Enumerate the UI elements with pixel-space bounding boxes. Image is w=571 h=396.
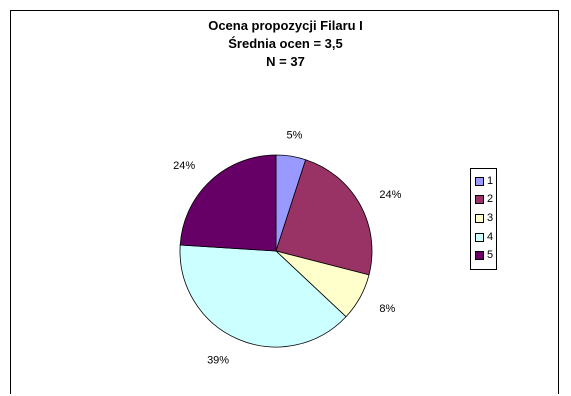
pie-slice-2	[275, 159, 373, 276]
legend-label-3: 3	[487, 211, 494, 224]
chart-title-line-3: N = 37	[266, 54, 305, 69]
pie-slice-5	[179, 154, 277, 252]
chart-title-line-1: Ocena propozycji Filaru I	[208, 18, 363, 33]
legend-label-1: 1	[487, 174, 494, 187]
legend-swatch-5	[475, 251, 484, 261]
legend-label-5: 5	[487, 249, 494, 262]
legend-item-4: 4	[471, 228, 496, 247]
legend-swatch-4	[475, 232, 484, 242]
legend-label-4: 4	[487, 230, 494, 243]
slice-label-2: 24%	[379, 189, 401, 201]
legend-item-5: 5	[471, 246, 496, 265]
legend-swatch-1	[475, 176, 484, 186]
chart-title-line-2: Średnia ocen = 3,5	[228, 36, 343, 51]
legend-item-2: 2	[471, 191, 496, 210]
slice-label-1: 5%	[287, 130, 303, 142]
legend: 1 2 3 4 5	[470, 168, 497, 270]
legend-label-2: 2	[487, 193, 494, 206]
pie-slice-4	[179, 244, 347, 348]
slice-label-4: 39%	[207, 354, 229, 366]
legend-swatch-2	[475, 195, 484, 205]
legend-item-3: 3	[471, 209, 496, 228]
slice-label-5: 24%	[173, 160, 195, 172]
legend-item-1: 1	[471, 172, 496, 191]
chart-title: Ocena propozycji Filaru I Średnia ocen =…	[0, 17, 571, 71]
slice-label-3: 8%	[379, 303, 395, 315]
legend-swatch-3	[475, 213, 484, 223]
